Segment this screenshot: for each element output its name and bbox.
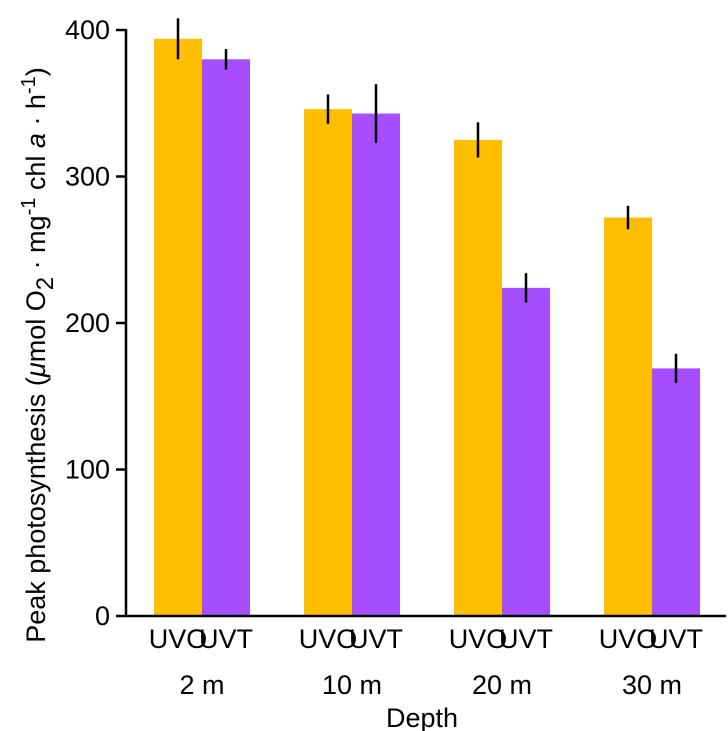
- series-tick-label: UVT: [349, 624, 403, 654]
- series-tick-label: UVT: [199, 624, 253, 654]
- bar-uvo: [304, 109, 352, 617]
- series-tick-label: UVT: [499, 624, 553, 654]
- category-label: 20 m: [472, 670, 532, 700]
- y-tick-label: 300: [65, 162, 110, 192]
- bar-uvo: [604, 217, 652, 616]
- error-bars-layer: [176, 18, 678, 384]
- bars-layer: [154, 38, 700, 617]
- ylabel-prefix: Peak photosynthesis (: [21, 377, 51, 643]
- category-label: 10 m: [322, 670, 382, 700]
- y-ticks-layer: 0 100 200 300 400: [65, 15, 126, 631]
- bar-uvo: [154, 38, 202, 617]
- category-label: 30 m: [622, 670, 682, 700]
- ylabel-suffix: ): [21, 67, 51, 76]
- bar-uvt: [652, 368, 700, 616]
- ylabel-dot2: · h: [21, 94, 51, 133]
- ylabel-o2-subscript: 2: [32, 277, 59, 290]
- y-tick-label: 400: [65, 15, 110, 45]
- ylabel-a: a: [21, 133, 51, 148]
- y-tick-label: 0: [95, 601, 110, 631]
- series-tick-label: UVO: [149, 624, 208, 654]
- ylabel-dot1: · mg: [21, 215, 51, 277]
- category-label: 2 m: [179, 670, 224, 700]
- series-tick-label: UVO: [449, 624, 508, 654]
- series-tick-label: UVT: [649, 624, 703, 654]
- y-tick-label: 100: [65, 455, 110, 485]
- ylabel-mu: μ: [21, 362, 51, 378]
- x-axis-label: Depth: [386, 703, 458, 731]
- ylabel-after-mu: mol O: [21, 290, 51, 362]
- series-tick-label: UVO: [599, 624, 658, 654]
- bar-uvt: [202, 59, 250, 617]
- y-axis-label: Peak photosynthesis (μmol O2 · mg-1 chl …: [18, 67, 59, 643]
- y-tick-label: 200: [65, 308, 110, 338]
- bar-uvt: [502, 287, 550, 616]
- bar-uvt: [352, 113, 400, 616]
- ylabel-superscript-1: -1: [18, 198, 40, 216]
- ylabel-chl: chl: [21, 148, 51, 198]
- bar-uvo: [454, 139, 502, 616]
- series-tick-label: UVO: [299, 624, 358, 654]
- ylabel-superscript-2: -1: [18, 76, 40, 94]
